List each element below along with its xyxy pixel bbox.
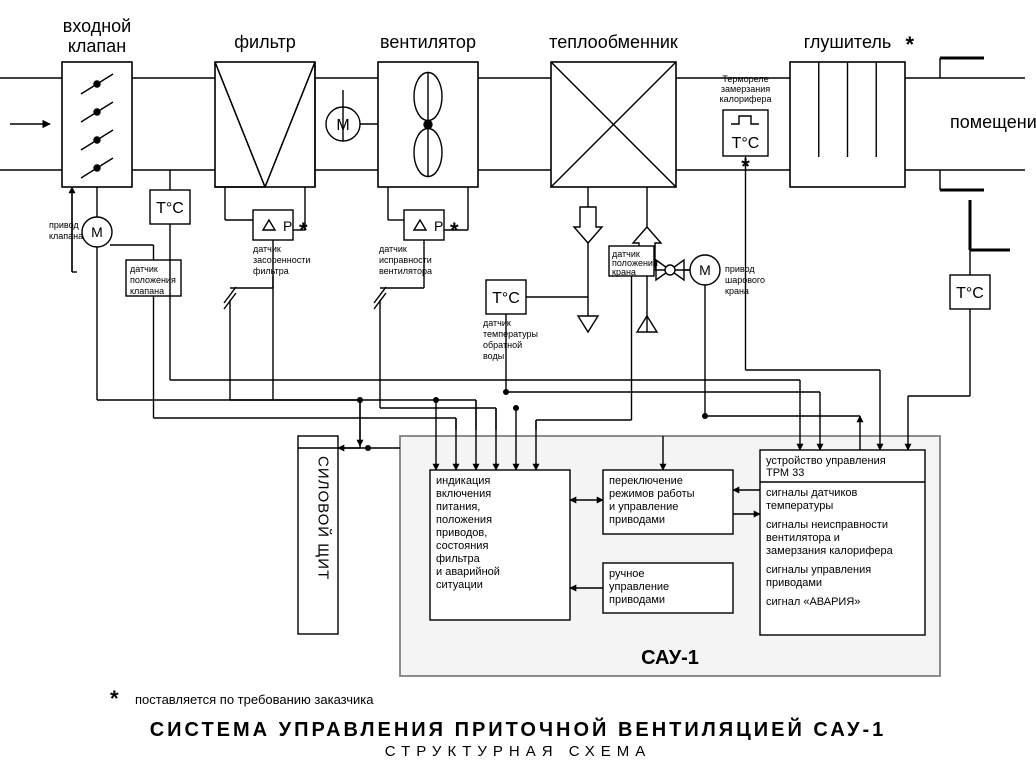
svg-text:САУ-1: САУ-1 xyxy=(641,647,699,669)
svg-text:T°C: T°C xyxy=(956,285,984,302)
svg-text:T°C: T°C xyxy=(732,135,760,152)
svg-text:помещение: помещение xyxy=(950,112,1036,132)
svg-text:*: * xyxy=(906,32,915,57)
svg-text:теплообменник: теплообменник xyxy=(549,32,678,52)
svg-text:T°C: T°C xyxy=(156,200,184,217)
svg-text:*: * xyxy=(110,686,119,711)
svg-text:ручное: ручное xyxy=(609,568,645,580)
svg-text:датчикзасоренностифильтра: датчикзасоренностифильтра xyxy=(253,244,310,276)
svg-text:T°C: T°C xyxy=(492,290,520,307)
svg-text:сигналы неисправности: сигналы неисправности xyxy=(766,519,888,531)
svg-text:питания,: питания, xyxy=(436,501,480,513)
svg-text:*: * xyxy=(299,218,308,243)
svg-text:и управление: и управление xyxy=(609,501,678,513)
svg-text:замерзания калорифера: замерзания калорифера xyxy=(766,545,894,557)
svg-text:СИЛОВОЙ ЩИТ: СИЛОВОЙ ЩИТ xyxy=(315,456,333,580)
svg-text:и аварийной: и аварийной xyxy=(436,566,500,578)
svg-text:фильтр: фильтр xyxy=(234,32,296,52)
svg-text:поставляется по требованию зак: поставляется по требованию заказчика xyxy=(135,692,374,707)
svg-text:сигналы датчиков: сигналы датчиков xyxy=(766,487,857,499)
svg-text:M: M xyxy=(91,224,103,240)
svg-text:СИСТЕМА УПРАВЛЕНИЯ ПРИТОЧНОЙ В: СИСТЕМА УПРАВЛЕНИЯ ПРИТОЧНОЙ ВЕНТИЛЯЦИЕЙ… xyxy=(150,717,887,741)
svg-text:управление: управление xyxy=(609,581,669,593)
svg-text:режимов работы: режимов работы xyxy=(609,488,695,500)
svg-text:включения: включения xyxy=(436,488,491,500)
svg-text:M: M xyxy=(699,262,711,278)
svg-text:входнойклапан: входнойклапан xyxy=(63,16,131,56)
svg-text:датчиктемпературыобратнойводы: датчиктемпературыобратнойводы xyxy=(483,318,538,361)
svg-text:приводами: приводами xyxy=(609,594,665,606)
svg-text:вентилятор: вентилятор xyxy=(380,32,476,52)
svg-text:переключение: переключение xyxy=(609,475,683,487)
schematic-layer: входнойклапан фильтр вентилятор теплообменн… xyxy=(0,16,1036,760)
svg-text:Терморелезамерзаниякалорифера: Терморелезамерзаниякалорифера xyxy=(720,74,772,104)
svg-text:Р: Р xyxy=(283,218,292,234)
svg-text:сигнал «АВАРИЯ»: сигнал «АВАРИЯ» xyxy=(766,596,860,608)
svg-text:приводами: приводами xyxy=(766,577,822,589)
svg-text:приводами: приводами xyxy=(609,514,665,526)
svg-text:приводов,: приводов, xyxy=(436,527,487,539)
svg-text:температуры: температуры xyxy=(766,500,833,512)
svg-text:СТРУКТУРНАЯ СХЕМА: СТРУКТУРНАЯ СХЕМА xyxy=(385,743,651,760)
svg-text:приводклапана: приводклапана xyxy=(49,220,83,241)
diagram-root: входнойклапан фильтр вентилятор теплообменн… xyxy=(0,0,1036,760)
svg-text:индикация: индикация xyxy=(436,475,490,487)
svg-text:глушитель: глушитель xyxy=(804,32,892,52)
svg-text:ситуации: ситуации xyxy=(436,579,483,591)
svg-text:Р: Р xyxy=(434,218,443,234)
svg-text:сигналы управления: сигналы управления xyxy=(766,564,871,576)
svg-text:положения: положения xyxy=(436,514,492,526)
svg-text:фильтра: фильтра xyxy=(436,553,481,565)
svg-text:состояния: состояния xyxy=(436,540,488,552)
svg-text:вентилятора и: вентилятора и xyxy=(766,532,840,544)
svg-text:*: * xyxy=(450,218,459,243)
